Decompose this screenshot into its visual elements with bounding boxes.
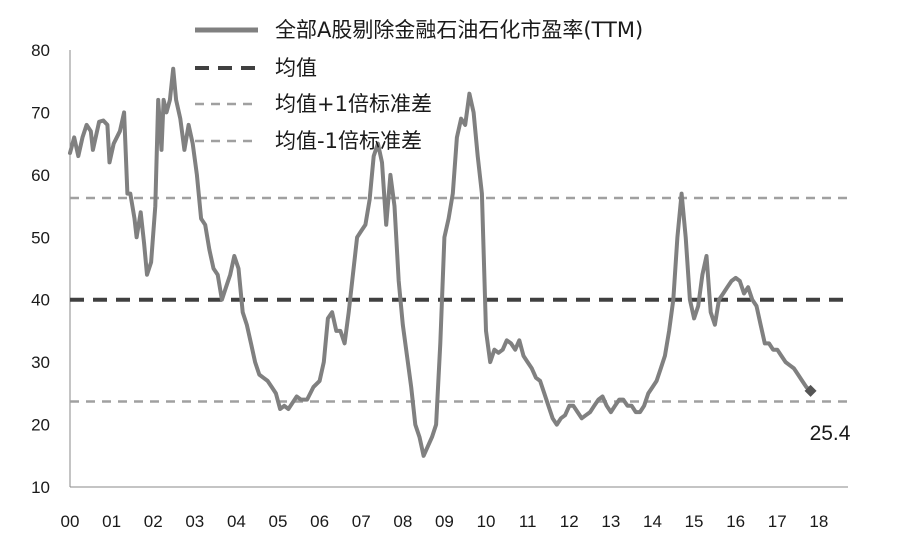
y-tick-label: 10 xyxy=(31,478,50,497)
y-tick-label: 40 xyxy=(31,291,50,310)
x-tick-label: 18 xyxy=(809,512,828,531)
x-tick-label: 00 xyxy=(61,512,80,531)
x-tick-label: 17 xyxy=(768,512,787,531)
x-tick-label: 12 xyxy=(560,512,579,531)
x-tick-label: 11 xyxy=(519,512,537,531)
legend-label-1: 均值 xyxy=(275,56,317,80)
x-tick-label: 08 xyxy=(393,512,412,531)
x-tick-label: 03 xyxy=(185,512,204,531)
y-tick-label: 50 xyxy=(31,228,50,247)
x-tick-label: 16 xyxy=(726,512,745,531)
x-tick-label: 05 xyxy=(269,512,288,531)
x-tick-label: 07 xyxy=(352,512,371,531)
pe-ratio-line xyxy=(68,66,813,458)
x-axis-ticks: 00 01 02 03 04 05 06 07 08 09 10 11 12 13 14 15 16 17 18 xyxy=(61,512,829,531)
y-tick-label: 80 xyxy=(31,41,50,60)
x-tick-label: 04 xyxy=(227,512,246,531)
x-tick-label: 15 xyxy=(685,512,704,531)
y-tick-label: 60 xyxy=(31,166,50,185)
x-tick-label: 10 xyxy=(477,512,496,531)
legend-label-3: 均值-1倍标准差 xyxy=(275,129,422,153)
x-tick-label: 06 xyxy=(310,512,329,531)
x-tick-label: 02 xyxy=(144,512,163,531)
end-point-marker xyxy=(804,384,817,397)
end-value-label: 25.4 xyxy=(810,422,851,445)
series-lines xyxy=(68,66,817,458)
axes xyxy=(69,50,848,488)
annotations: 25.4 xyxy=(810,422,851,445)
x-tick-label: 13 xyxy=(601,512,620,531)
legend-label-2: 均值+1倍标准差 xyxy=(275,92,432,116)
y-tick-label: 30 xyxy=(31,353,50,372)
y-tick-label: 70 xyxy=(31,103,50,122)
reference-lines xyxy=(70,196,848,403)
y-tick-label: 20 xyxy=(31,416,50,435)
x-tick-label: 09 xyxy=(435,512,454,531)
x-tick-label: 14 xyxy=(643,512,662,531)
y-axis-ticks: 10 20 30 40 50 60 70 80 xyxy=(31,41,50,497)
legend-label-0: 全部A股剔除金融石油石化市盈率(TTM) xyxy=(275,18,643,42)
x-tick-label: 01 xyxy=(102,512,121,531)
